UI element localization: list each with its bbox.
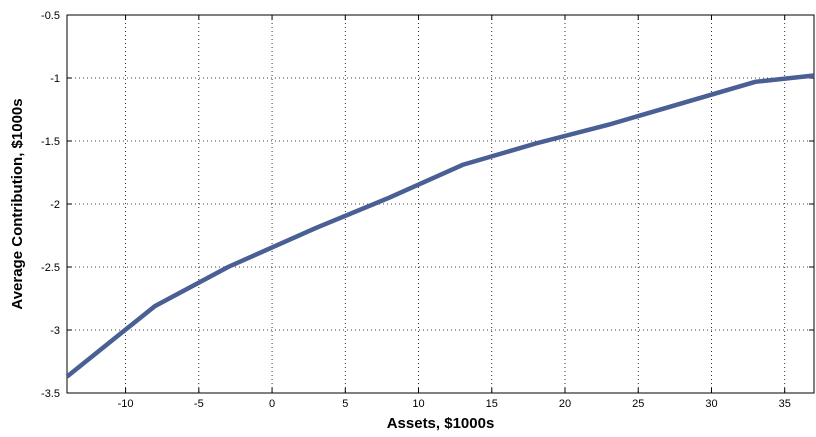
x-axis-label: Assets, $1000s <box>387 415 495 432</box>
y-tick-label: -1 <box>50 73 60 85</box>
y-axis-label: Average Contribution, $1000s <box>9 98 26 309</box>
y-tick-label: -2.5 <box>41 262 60 274</box>
y-tick-label: -0.5 <box>41 10 60 22</box>
y-tick-label: -3.5 <box>41 388 60 400</box>
x-tick-label: 25 <box>632 398 644 410</box>
y-tick-label: -3 <box>50 325 60 337</box>
x-tick-label: 0 <box>269 398 275 410</box>
y-tick-label: -2 <box>50 199 60 211</box>
x-tick-label: 10 <box>412 398 424 410</box>
x-tick-label: 35 <box>779 398 791 410</box>
y-tick-label: -1.5 <box>41 136 60 148</box>
x-tick-label: 20 <box>559 398 571 410</box>
x-tick-label: -5 <box>194 398 204 410</box>
ticks-layer: -10 -5 0 5 10 15 20 25 30 35 -3.5 -3 -2.5 -2 -1.5 -1 -0.… <box>41 10 814 410</box>
x-tick-label: 30 <box>705 398 717 410</box>
x-tick-label: -10 <box>118 398 134 410</box>
grid-layer <box>67 15 814 393</box>
x-tick-label: 15 <box>486 398 498 410</box>
x-tick-label: 5 <box>342 398 348 410</box>
series-layer <box>65 73 815 379</box>
series-line <box>65 73 815 379</box>
